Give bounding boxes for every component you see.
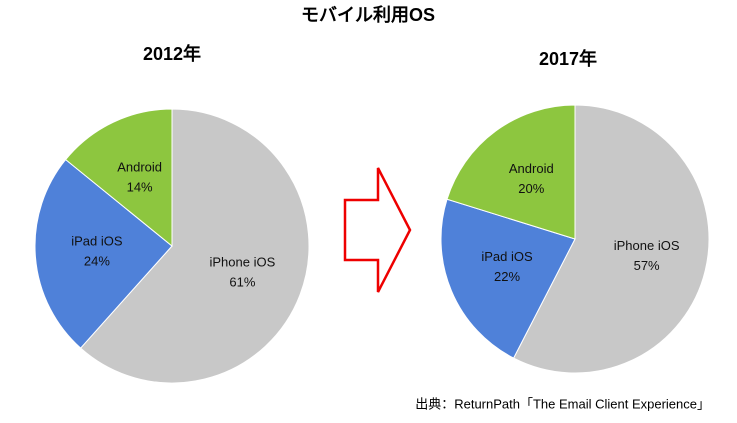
- pie-slice: [34, 158, 173, 349]
- slice-category: Android: [117, 159, 162, 174]
- page-title: モバイル利用OS: [301, 4, 435, 25]
- slice-category: iPad iOS: [71, 233, 123, 248]
- slice-value-label: 61%: [229, 274, 255, 289]
- slice-value-label: 57%: [634, 258, 660, 273]
- arrow: [343, 167, 412, 293]
- pie-slice: [64, 108, 173, 248]
- pie-slice: [446, 104, 576, 240]
- slice-category: Android: [509, 161, 554, 176]
- pie-slice: [440, 198, 576, 359]
- slice-value-label: 20%: [518, 181, 544, 196]
- slice-value-label: 22%: [494, 269, 520, 284]
- slice-value-label: 14%: [127, 179, 153, 194]
- slice-value-label: 24%: [84, 253, 110, 268]
- slice-category: iPhone iOS: [614, 238, 680, 253]
- pie-slice: [79, 108, 310, 384]
- slice-category: iPhone iOS: [210, 254, 276, 269]
- chart-title: 2017年: [539, 48, 597, 69]
- slice-category: iPad iOS: [481, 249, 533, 264]
- source-note: 出典：ReturnPath「The Email Client Experienc…: [415, 396, 710, 411]
- pie-slice: [512, 104, 710, 374]
- chart-title: 2012年: [143, 43, 201, 64]
